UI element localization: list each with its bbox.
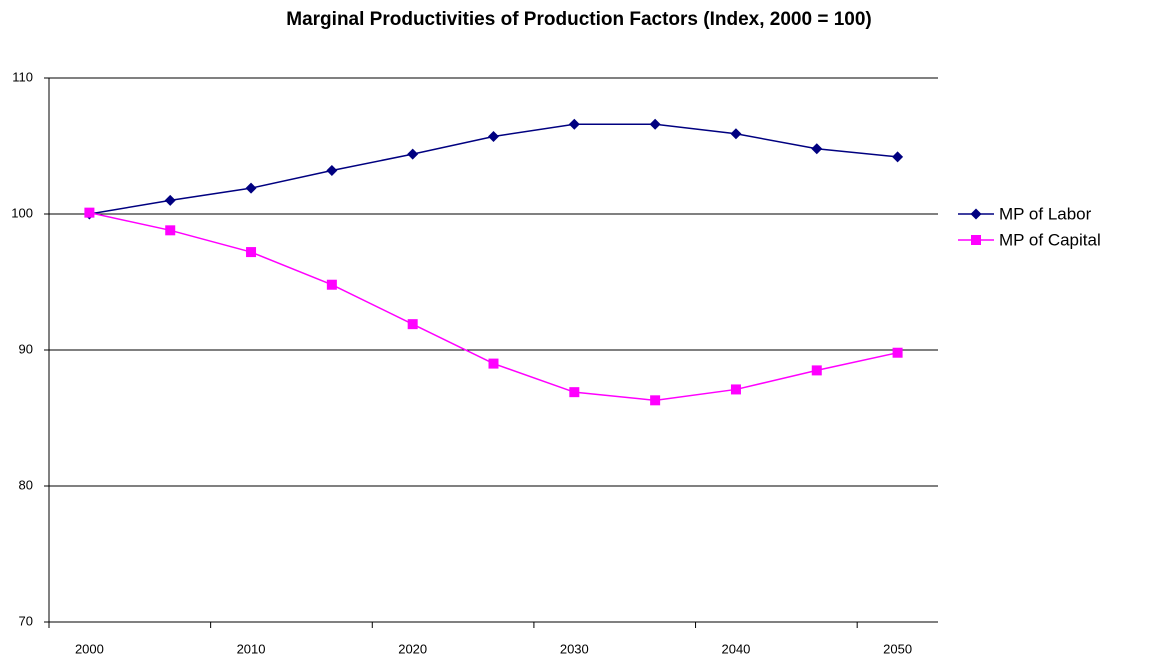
legend-label: MP of Labor [999, 204, 1092, 223]
y-tick-label: 90 [19, 341, 33, 356]
chart-title: Marginal Productivities of Production Fa… [286, 9, 871, 30]
x-tick-label: 2000 [75, 641, 104, 656]
marker [246, 247, 257, 258]
marker [568, 118, 580, 130]
marker [164, 194, 176, 206]
marker [811, 365, 822, 376]
legend-marker [971, 235, 981, 245]
marker [407, 148, 419, 160]
marker [165, 225, 176, 236]
marker [326, 279, 337, 290]
legend-label: MP of Capital [999, 230, 1101, 249]
marker [84, 207, 95, 218]
x-tick-label: 2050 [883, 641, 912, 656]
marker [650, 395, 661, 406]
marker [730, 128, 742, 140]
marker [407, 319, 418, 330]
marker [649, 118, 661, 130]
y-tick-label: 80 [19, 477, 33, 492]
x-tick-label: 2010 [237, 641, 266, 656]
marker [326, 164, 338, 176]
marker [892, 347, 903, 358]
x-tick-label: 2040 [721, 641, 750, 656]
y-tick-label: 70 [19, 613, 33, 628]
marker [569, 387, 580, 398]
marker [488, 358, 499, 369]
y-tick-label: 100 [11, 205, 33, 220]
series-line [89, 211, 898, 402]
legend-marker [970, 208, 982, 220]
marker [892, 151, 904, 163]
marker [811, 143, 823, 155]
marker [730, 384, 741, 395]
y-tick-label: 110 [12, 69, 33, 84]
x-tick-label: 2030 [560, 641, 589, 656]
x-tick-label: 2020 [398, 641, 427, 656]
marker [488, 130, 499, 142]
marker [245, 182, 257, 194]
